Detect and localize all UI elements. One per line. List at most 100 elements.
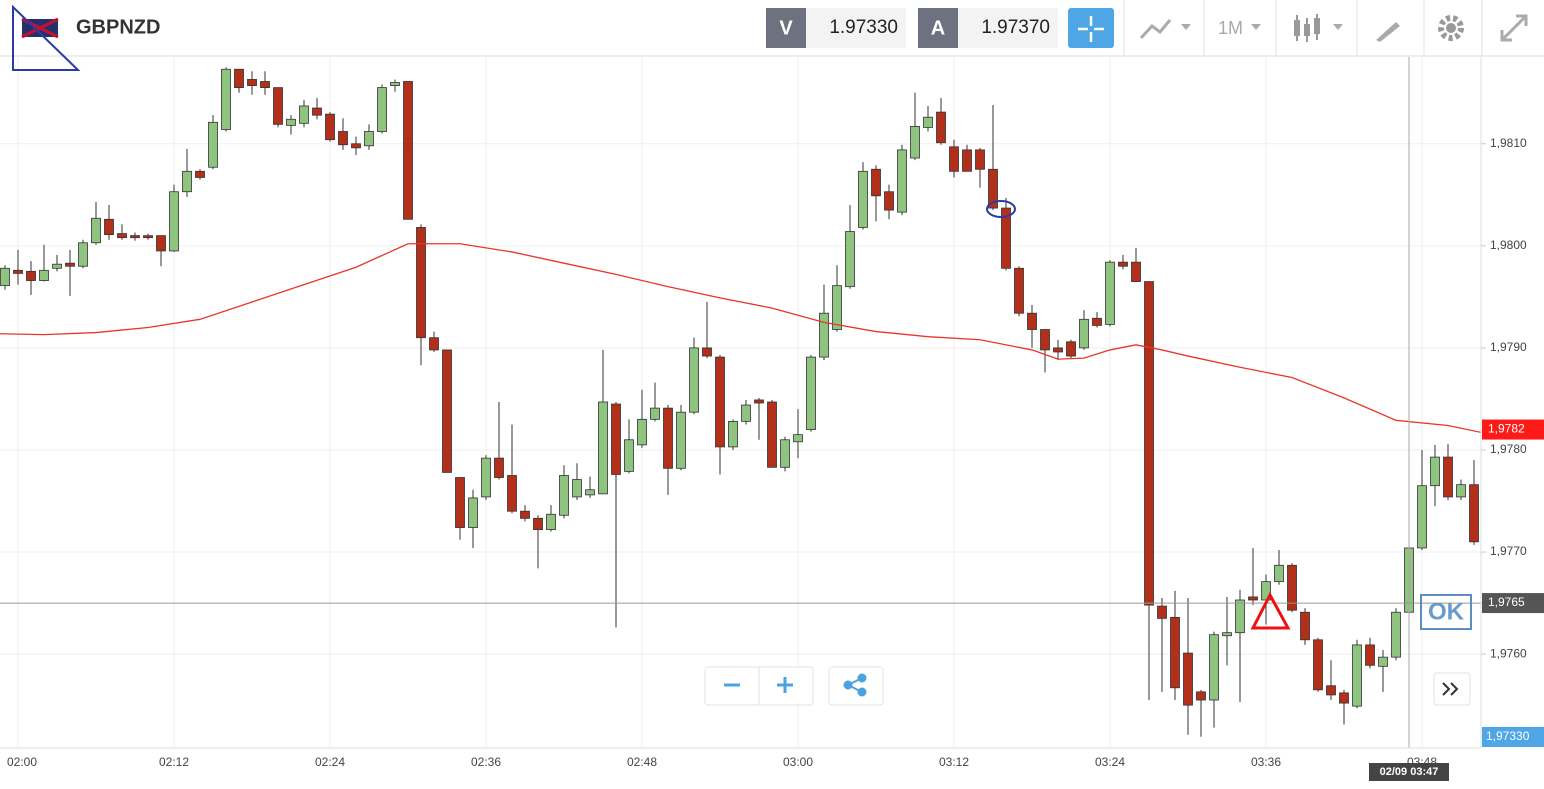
crosshair-price-label: 1,9765 — [1488, 595, 1525, 609]
candle-body — [1014, 267, 1024, 314]
last-price-box — [1482, 727, 1544, 747]
candle-body — [1313, 639, 1323, 691]
crosshair-icon — [1078, 16, 1104, 42]
candle-body — [988, 168, 998, 209]
x-tick-label: 02:48 — [627, 755, 657, 769]
candle-body — [1235, 599, 1245, 634]
ok-box — [1420, 594, 1472, 630]
dropdown-arrow — [1251, 24, 1261, 30]
ask-price: 1.97370 — [981, 17, 1050, 38]
candle-body — [572, 479, 582, 498]
ask-button[interactable] — [918, 8, 958, 48]
symbol: GBPNZD — [76, 16, 160, 38]
candle-body — [1378, 656, 1388, 667]
candle-body — [1157, 605, 1167, 619]
candle-body — [1079, 318, 1089, 349]
timeframe[interactable]: 1M — [1218, 18, 1243, 38]
ok-label: OK — [1428, 598, 1465, 625]
candle-body — [1170, 616, 1180, 689]
candle-body — [364, 131, 374, 147]
candle-body — [1131, 261, 1141, 282]
last-price-label: 1,97330 — [1486, 729, 1530, 743]
x-tick-label: 02:12 — [159, 755, 189, 769]
share-button[interactable] — [828, 666, 884, 706]
candle-body — [1365, 644, 1375, 666]
candle-body — [897, 149, 907, 213]
candle-body — [715, 356, 725, 448]
candle-body — [221, 68, 231, 130]
candle-body — [455, 477, 465, 528]
candle-body — [832, 285, 842, 330]
candle-body — [39, 269, 49, 281]
settings-icon[interactable] — [1438, 15, 1464, 41]
candle-body — [819, 312, 829, 358]
candle-body — [728, 420, 738, 448]
scroll-end-button[interactable] — [1433, 672, 1471, 706]
candle-body — [1274, 564, 1284, 583]
annotation-warning — [1250, 591, 1291, 630]
crosshair-button[interactable] — [1068, 8, 1114, 48]
candle-body — [390, 82, 400, 86]
bid-button[interactable] — [766, 8, 806, 48]
candle-body — [0, 267, 10, 287]
candle-body — [1248, 596, 1258, 601]
candle-body — [1430, 456, 1440, 487]
candle-body — [507, 475, 517, 512]
y-tick-label: 1,9760 — [1490, 646, 1527, 660]
candle-body — [741, 404, 751, 422]
expand-icon[interactable] — [1500, 14, 1528, 42]
candle-body — [598, 401, 608, 495]
candle-body — [1053, 347, 1063, 353]
candle-body — [416, 227, 426, 339]
candle-body — [858, 170, 868, 228]
candle-body — [1352, 644, 1362, 707]
candle-body — [676, 411, 686, 469]
candle-body — [559, 475, 569, 516]
candle-body — [663, 407, 673, 469]
candle-body — [312, 107, 322, 116]
zoom-in[interactable] — [777, 677, 793, 693]
y-tick-label: 1,9770 — [1490, 544, 1527, 558]
candle-body — [546, 513, 556, 530]
candle-body — [1469, 484, 1479, 543]
share-icon — [843, 673, 867, 697]
candle-body — [351, 143, 361, 149]
ma-value-box — [1482, 419, 1544, 440]
draw-icon[interactable] — [1376, 22, 1400, 42]
candle-body — [793, 434, 803, 443]
candle-body — [1209, 634, 1219, 701]
candle-body — [65, 262, 75, 267]
y-tick-label: 1,9780 — [1490, 442, 1527, 456]
candle-body — [1001, 207, 1011, 269]
candle-body — [182, 170, 192, 193]
candle-body — [1196, 691, 1206, 701]
crosshair-time-box — [1369, 763, 1449, 781]
candle-body — [1183, 652, 1193, 706]
axes: 1,9760 1,9770 1,9780 1,9790 1,9800 1,9810 02:0… — [7, 136, 1544, 781]
candle-body — [13, 269, 23, 274]
candle-body — [481, 457, 491, 498]
candle-body — [1443, 456, 1453, 498]
chart-type-icon[interactable] — [1139, 19, 1172, 40]
candle-body — [1027, 312, 1037, 330]
bid-price: 1.97330 — [829, 17, 898, 38]
x-tick-label: 02:00 — [7, 755, 37, 769]
dropdown-arrow — [1333, 24, 1343, 30]
y-tick-label: 1,9790 — [1490, 340, 1527, 354]
candle-body — [1326, 685, 1336, 696]
ask-box[interactable] — [958, 8, 1058, 48]
candle-body — [1339, 692, 1349, 704]
candle-body — [923, 116, 933, 128]
candle-body — [247, 79, 257, 86]
candle-body — [156, 235, 166, 252]
candle-icon[interactable] — [1294, 14, 1320, 42]
candle-body — [884, 191, 894, 211]
candle-body — [468, 497, 478, 528]
candle-body — [962, 149, 972, 172]
moving-average — [0, 243, 1481, 434]
bid-box[interactable] — [806, 8, 906, 48]
annotation-triangle — [12, 4, 81, 71]
candle-body — [702, 347, 712, 357]
candle-body — [910, 126, 920, 159]
